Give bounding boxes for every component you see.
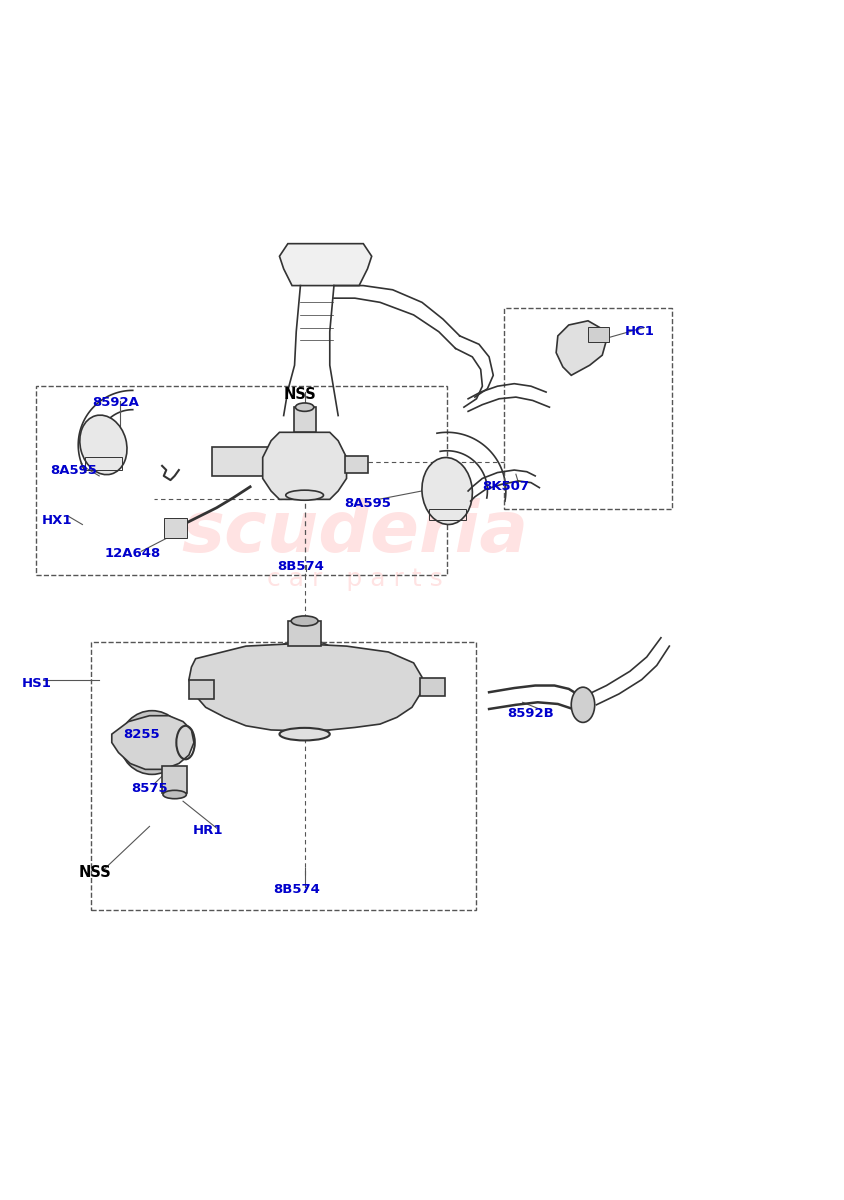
Circle shape [120, 710, 184, 774]
Circle shape [256, 640, 354, 737]
Text: 8255: 8255 [123, 727, 160, 740]
Bar [345, 456, 368, 473]
Text: HS1: HS1 [21, 677, 51, 690]
Circle shape [292, 251, 300, 259]
Bar [85, 457, 122, 470]
Text: NSS: NSS [284, 388, 316, 402]
Text: 12A648: 12A648 [105, 547, 161, 560]
Bar [164, 518, 187, 538]
Text: NSS: NSS [78, 865, 111, 880]
Circle shape [349, 659, 365, 674]
Bar [213, 448, 313, 476]
Text: 8592A: 8592A [93, 396, 139, 409]
Polygon shape [111, 715, 194, 769]
Bar [288, 620, 322, 646]
Ellipse shape [291, 616, 318, 626]
Ellipse shape [163, 791, 187, 799]
Circle shape [297, 638, 312, 653]
Circle shape [267, 650, 343, 726]
Bar [36, 386, 447, 575]
Text: 8B574: 8B574 [277, 560, 324, 572]
Ellipse shape [295, 403, 314, 412]
Text: HX1: HX1 [42, 514, 73, 527]
Text: 8575: 8575 [131, 782, 168, 796]
Polygon shape [279, 244, 371, 286]
Text: HC1: HC1 [625, 325, 655, 338]
Circle shape [334, 251, 343, 259]
Circle shape [245, 659, 260, 674]
Text: 8592B: 8592B [507, 707, 555, 720]
Ellipse shape [286, 490, 323, 500]
Text: 8A595: 8A595 [51, 463, 98, 476]
Ellipse shape [80, 415, 127, 475]
Bar [189, 680, 214, 698]
Bar [91, 642, 477, 911]
Bar [420, 678, 446, 696]
Bar [162, 766, 187, 793]
Circle shape [351, 251, 359, 259]
Text: 8A595: 8A595 [344, 497, 391, 510]
Ellipse shape [571, 688, 595, 722]
Ellipse shape [279, 728, 330, 740]
Circle shape [245, 702, 260, 716]
Polygon shape [262, 432, 347, 499]
Text: c a r   p a r t s: c a r p a r t s [267, 568, 443, 592]
Ellipse shape [422, 457, 473, 524]
Bar [294, 407, 316, 432]
Bar [429, 509, 466, 521]
Bar [504, 308, 672, 510]
Bar [588, 326, 609, 342]
Text: HR1: HR1 [193, 824, 224, 838]
Circle shape [297, 722, 312, 738]
Circle shape [349, 702, 365, 716]
Polygon shape [556, 320, 607, 376]
Polygon shape [189, 643, 422, 731]
Text: scuderia: scuderia [181, 498, 528, 568]
Text: 8B574: 8B574 [273, 883, 320, 895]
Circle shape [313, 251, 322, 259]
Text: 8K507: 8K507 [482, 480, 529, 493]
Circle shape [130, 721, 174, 764]
Circle shape [170, 520, 187, 536]
